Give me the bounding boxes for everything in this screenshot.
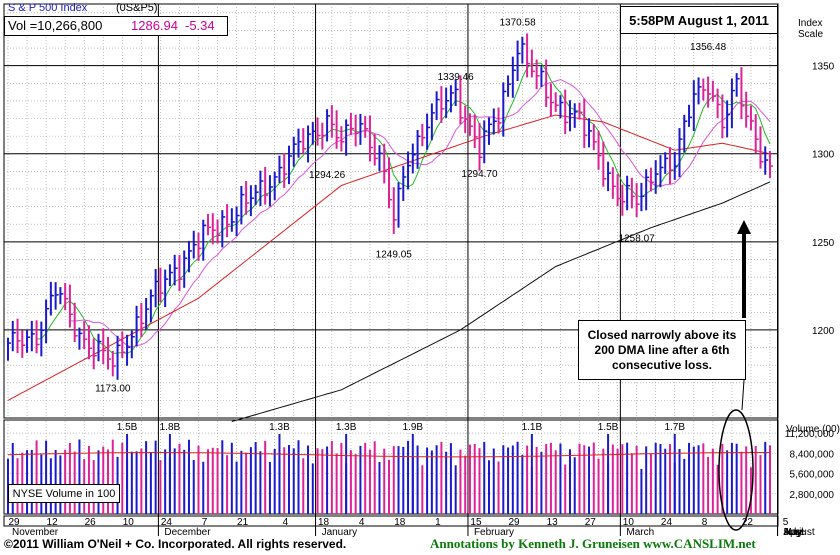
volume-tick-label: 8,400,000: [790, 449, 835, 460]
date-tick-label: 29: [8, 517, 20, 528]
date-tick-label: 10: [623, 517, 635, 528]
volume-annotation: 1.1B: [522, 422, 543, 433]
callout-connector: [741, 379, 745, 411]
copyright-text: ©2011 William O'Neil + Co. Incorporated.…: [4, 537, 347, 551]
month-label: April: [784, 527, 804, 538]
date-tick-label: 5: [783, 517, 789, 528]
price-tick-label: 1350: [812, 62, 835, 73]
month-label: December: [164, 527, 211, 538]
price-annotation: 1294.70: [461, 169, 498, 180]
volume-readout: Vol =10,266,800: [8, 18, 103, 33]
arrow-head: [737, 220, 751, 234]
month-label: June: [784, 527, 806, 538]
volume-annotation: 1.5B: [117, 422, 138, 433]
date-tick-label: 7: [202, 517, 208, 528]
annotation-credit: Annotations by Kenneth J. Gruneisen www.…: [430, 536, 756, 551]
price-annotation: 1356.48: [690, 42, 727, 53]
volume-annotation: 1.8B: [160, 422, 181, 433]
index-name: S & P 500 Index: [8, 2, 88, 14]
price-bars: [7, 33, 773, 380]
month-label: February: [474, 527, 514, 538]
callout-box: Closed narrowly above its 200 DMA line a…: [578, 320, 746, 380]
index-scale-label: Index Scale: [798, 18, 824, 40]
volume-annotation: 1.9B: [403, 422, 424, 433]
date-tick-label: 22: [742, 517, 754, 528]
volume-annotation: 1.3B: [336, 422, 357, 433]
price-annotation: 1173.00: [95, 383, 131, 394]
month-label: January: [322, 527, 358, 538]
index-symbol: (0S&P5): [116, 2, 158, 14]
price-annotation: 1249.05: [376, 250, 413, 261]
date-tick-label: 27: [585, 517, 597, 528]
price-tick-label: 1200: [812, 326, 835, 337]
price-tick-label: 1250: [812, 238, 835, 249]
volume-tick-label: 11,200,000: [785, 429, 835, 440]
volume-annotation: 1.3B: [269, 422, 290, 433]
date-tick-label: 18: [394, 517, 406, 528]
price-annotation: 1339.46: [438, 72, 475, 83]
month-label: August: [784, 527, 815, 538]
date-tick-label: 4: [359, 517, 365, 528]
date-tick-label: 15: [470, 517, 482, 528]
date-tick-label: 10: [123, 517, 135, 528]
header-bar: Vol =10,266,800 1286.94 -5.34: [4, 16, 228, 36]
month-label: July: [784, 527, 802, 538]
price-annotation: 1294.26: [309, 170, 346, 181]
date-tick-label: 24: [661, 517, 673, 528]
volume-annotation: 1.5B: [598, 422, 619, 433]
volume-panel: [3, 419, 779, 515]
chart-labels: 1200 1250 1300 1350 11,200,000 8,400,000 5,600…: [8, 17, 834, 538]
price-annotation: 1258.07: [619, 234, 656, 245]
month-label: May: [784, 527, 803, 538]
month-label: November: [12, 527, 59, 538]
moving-average-21dma: [69, 78, 771, 348]
volume-tick-label: 5,600,000: [790, 470, 835, 481]
annotation-arrow: [718, 220, 754, 531]
volume-average-line: [7, 452, 771, 458]
volume-annotation: 1.7B: [664, 422, 685, 433]
date-tick-label: 18: [318, 517, 330, 528]
date-tick-label: 12: [47, 517, 59, 528]
volume-tick-label: 2,800,000: [790, 490, 835, 501]
timestamp-box: 5:58PM August 1, 2011: [620, 6, 778, 34]
price-annotation: 1370.58: [500, 17, 537, 28]
price-change: -5.34: [185, 18, 215, 33]
volume-ellipse: [718, 409, 754, 531]
volume-axis-label: Volume (00): [786, 424, 840, 435]
date-tick-label: 8: [702, 517, 708, 528]
date-tick-label: 1: [435, 517, 441, 528]
date-tick-label: 29: [509, 517, 521, 528]
moving-average-200dma: [231, 181, 771, 422]
month-label: March: [626, 527, 654, 538]
date-tick-label: 21: [237, 517, 249, 528]
price-tick-label: 1300: [812, 150, 835, 161]
date-tick-label: 13: [547, 517, 559, 528]
date-tick-label: 24: [161, 517, 173, 528]
last-price: 1286.94: [131, 18, 178, 33]
volume-legend: NYSE Volume in 100: [8, 484, 120, 503]
date-tick-label: 4: [283, 517, 289, 528]
date-tick-label: 26: [85, 517, 97, 528]
